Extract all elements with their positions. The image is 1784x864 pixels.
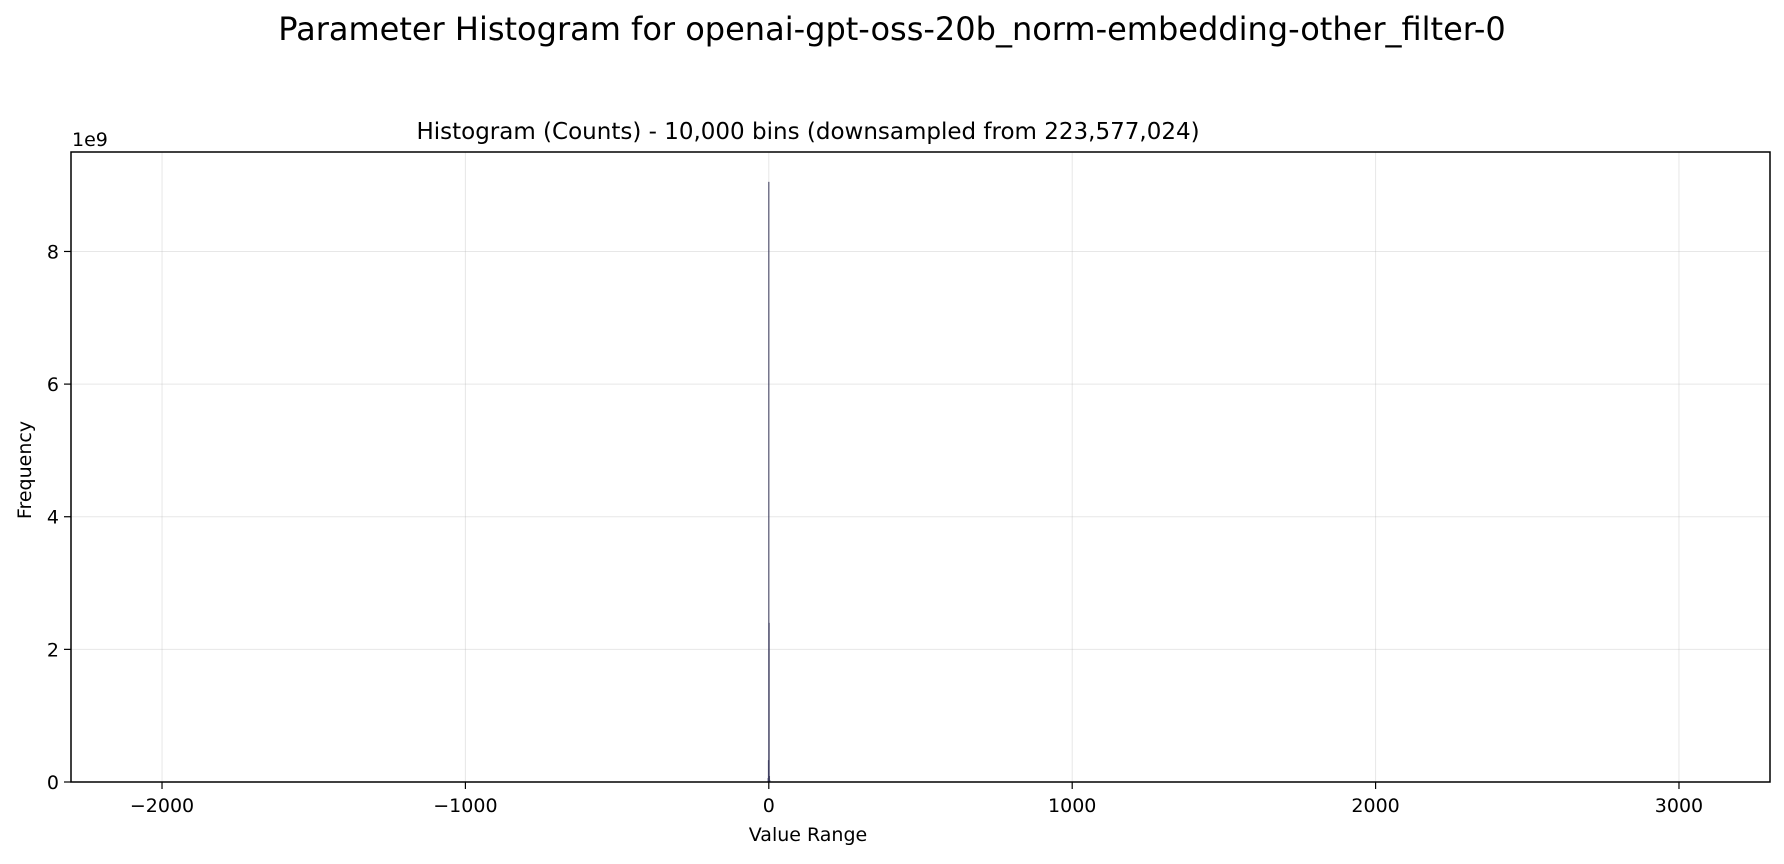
y-axis-label: Frequency [14, 421, 36, 519]
x-tick-label: 3000 [1655, 795, 1703, 817]
x-axis-label: Value Range [749, 824, 867, 846]
axis-ticks: −2000 −1000 0 1000 2000 3000 0 2 4 6 8 [47, 241, 1703, 817]
x-tick-label: −1000 [433, 795, 497, 817]
x-tick-label: 1000 [1048, 795, 1096, 817]
x-tick-label: −2000 [130, 795, 194, 817]
histogram-bar [768, 776, 771, 782]
histogram-bar [769, 780, 771, 782]
grid-lines [71, 152, 1770, 783]
x-tick-label: 0 [763, 795, 775, 817]
histogram-bar [768, 181, 770, 782]
chart-subtitle: Histogram (Counts) - 10,000 bins (downsa… [416, 119, 1199, 145]
histogram-bars [767, 181, 771, 782]
x-tick-label: 2000 [1351, 795, 1399, 817]
y-tick-label: 2 [47, 639, 59, 661]
y-tick-label: 8 [47, 241, 59, 263]
histogram-bar [768, 622, 770, 782]
y-axis-offset-label: 1e9 [72, 129, 108, 151]
y-tick-label: 4 [47, 507, 59, 529]
y-tick-label: 0 [47, 772, 59, 794]
chart-title: Parameter Histogram for openai-gpt-oss-2… [278, 10, 1506, 48]
y-tick-label: 6 [47, 374, 59, 396]
plot-frame [70, 151, 1771, 783]
